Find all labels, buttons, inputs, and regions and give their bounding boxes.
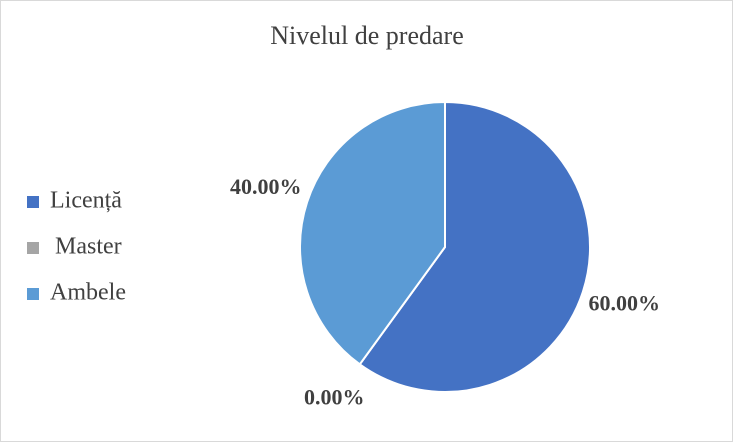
- legend-swatch: [27, 288, 39, 300]
- legend-swatch: [27, 196, 39, 208]
- legend-label: Master: [55, 234, 122, 260]
- legend-swatch: [27, 242, 39, 254]
- pie-slice: [299, 100, 446, 366]
- chart-title: Nivelul de predare: [270, 21, 463, 50]
- data-label: 60.00%: [589, 290, 661, 315]
- legend-label: Licență: [50, 188, 122, 214]
- data-label: 0.00%: [304, 385, 365, 410]
- legend-label: Ambele: [50, 280, 126, 306]
- pie-slice: [358, 100, 591, 393]
- data-label: 40.00%: [230, 174, 302, 199]
